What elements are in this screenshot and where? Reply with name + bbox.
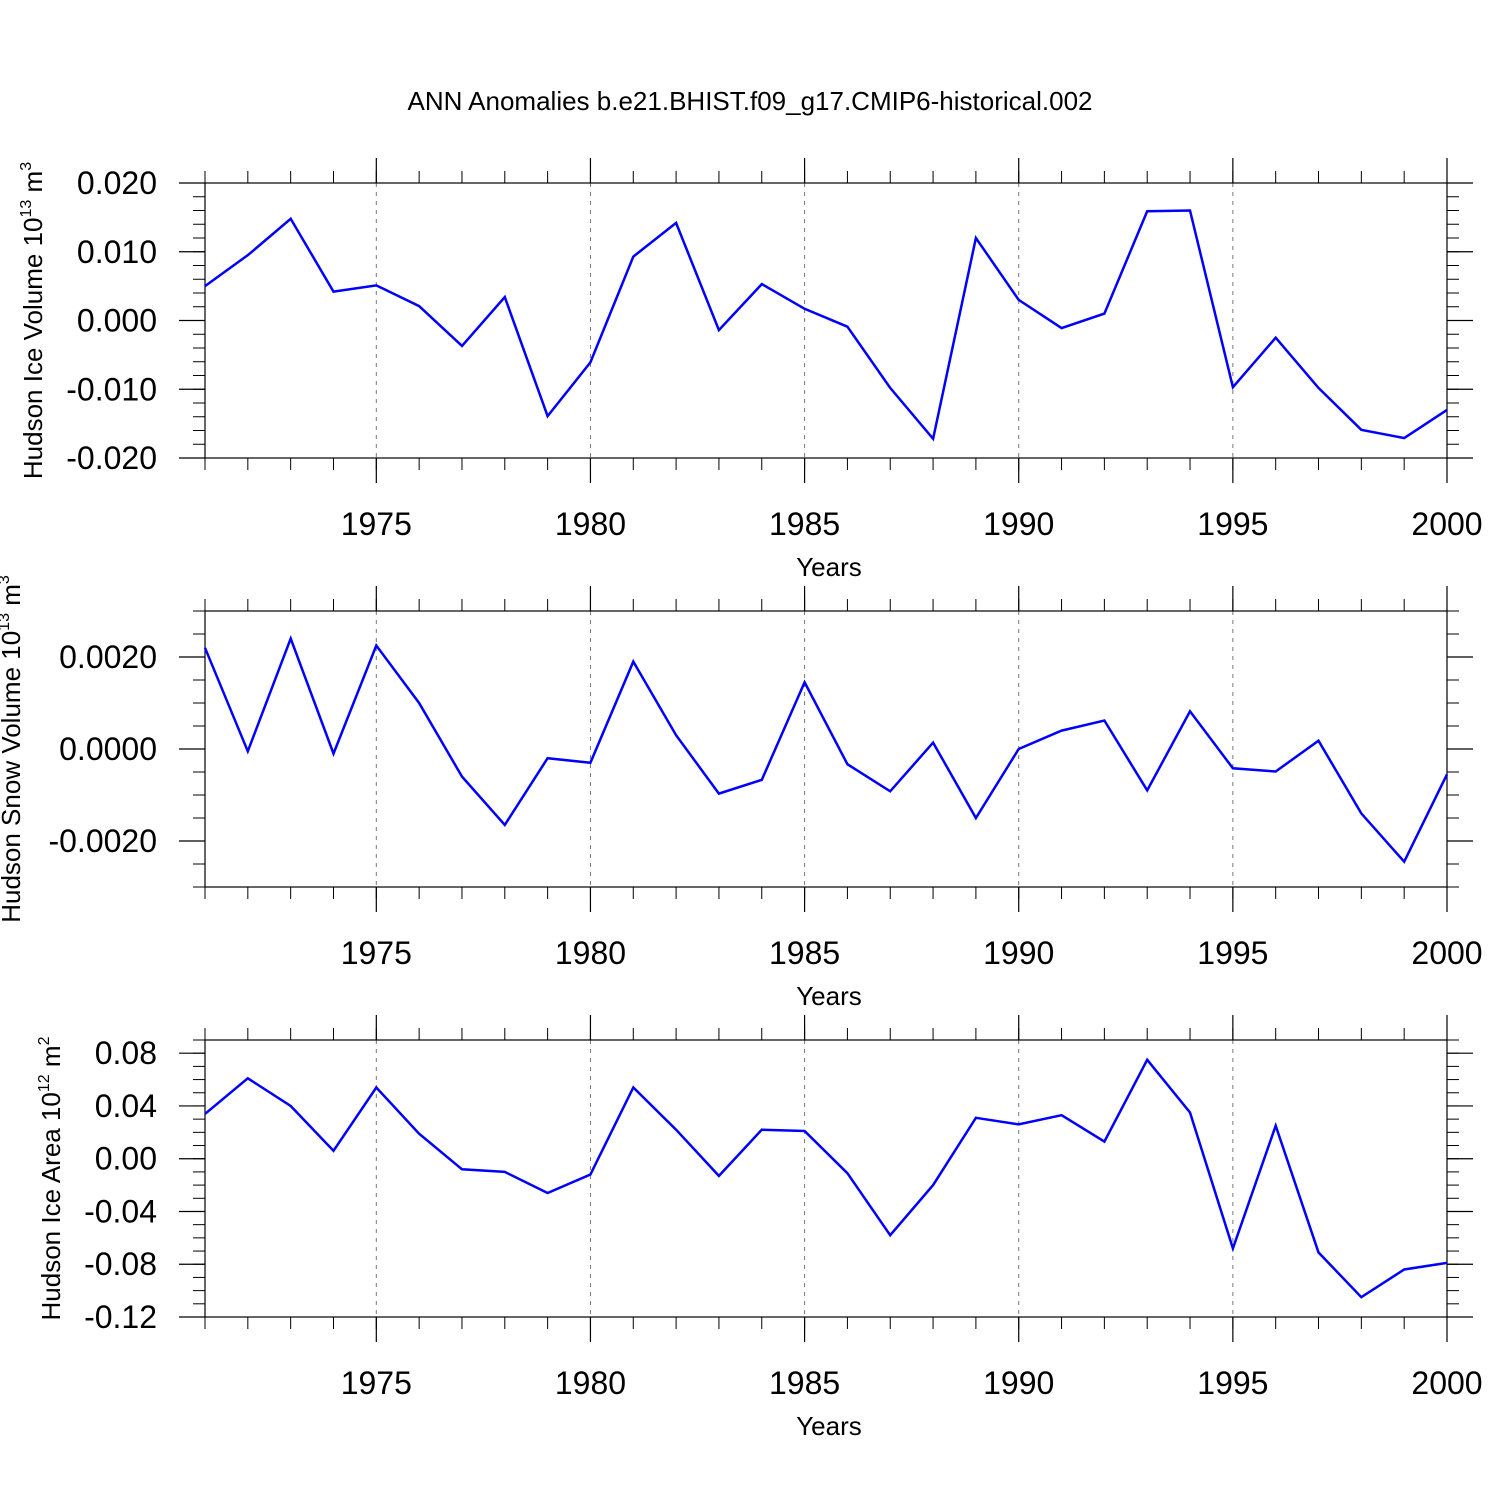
panel-ice-volume: 1975 1980 1985 1990 1995 2000 -0.020 -0.010 0.00… (18, 158, 1483, 582)
y-tick-label: -0.04 (84, 1193, 157, 1229)
y-tick-label: 0.0020 (59, 639, 157, 675)
y-tick-label: -0.12 (84, 1299, 157, 1335)
series-line (203, 635, 1449, 864)
x-tick-label: 1995 (1197, 1365, 1268, 1401)
y-tick-label: -0.08 (84, 1246, 157, 1282)
y-tick-label: 0.0000 (59, 731, 157, 767)
plot-frame (204, 182, 1448, 459)
x-tick-label: 2000 (1411, 506, 1482, 542)
y-tick-label: -0.020 (66, 440, 157, 476)
y-tick-label: 0.010 (77, 234, 157, 270)
x-tick-label: 1985 (769, 1365, 840, 1401)
plot-frame (204, 610, 1448, 888)
y-tick-label: -0.010 (66, 371, 157, 407)
x-tick-label: 1975 (341, 1365, 412, 1401)
x-tick-label: 2000 (1411, 935, 1482, 971)
plot-frame (204, 1039, 1448, 1318)
y-axis-label: Hudson Ice Area 1012 m2 (36, 1036, 66, 1320)
x-tick-label: 1990 (983, 935, 1054, 971)
x-tick-label: 1990 (983, 1365, 1054, 1401)
panel-ice-area: 1975 1980 1985 1990 1995 2000 -0.12 -0.08 -0.04 0… (36, 1015, 1483, 1441)
series-line (204, 1057, 1448, 1299)
panel-snow-volume: 1975 1980 1985 1990 1995 2000 -0.0020 0.0000 0.0… (0, 575, 1483, 1011)
x-tick-label: 1995 (1197, 935, 1268, 971)
y-tick-label: 0.020 (77, 165, 157, 201)
x-tick-label: 1990 (983, 506, 1054, 542)
x-axis-label: Years (796, 1411, 862, 1441)
y-tick-label: 0.08 (95, 1035, 157, 1071)
x-tick-label: 1975 (341, 506, 412, 542)
x-tick-label: 1980 (555, 935, 626, 971)
y-axis-label: Hudson Ice Volume 1013 m3 (18, 162, 48, 479)
x-tick-label: 1985 (769, 935, 840, 971)
x-tick-label: 1975 (341, 935, 412, 971)
x-axis-label: Years (796, 981, 862, 1011)
x-tick-label: 1980 (555, 506, 626, 542)
chart-title: ANN Anomalies b.e21.BHIST.f09_g17.CMIP6-… (407, 86, 1092, 116)
x-tick-label: 2000 (1411, 1365, 1482, 1401)
y-axis-label: Hudson Snow Volume 1013 m3 (0, 575, 26, 923)
x-axis-label: Years (796, 552, 862, 582)
y-tick-label: 0.04 (95, 1088, 157, 1124)
y-tick-label: -0.0020 (48, 823, 157, 859)
x-tick-label: 1985 (769, 506, 840, 542)
x-tick-label: 1995 (1197, 506, 1268, 542)
series-line (204, 209, 1448, 442)
y-tick-label: 0.00 (95, 1141, 157, 1177)
x-tick-label: 1980 (555, 1365, 626, 1401)
y-tick-label: 0.000 (77, 303, 157, 339)
